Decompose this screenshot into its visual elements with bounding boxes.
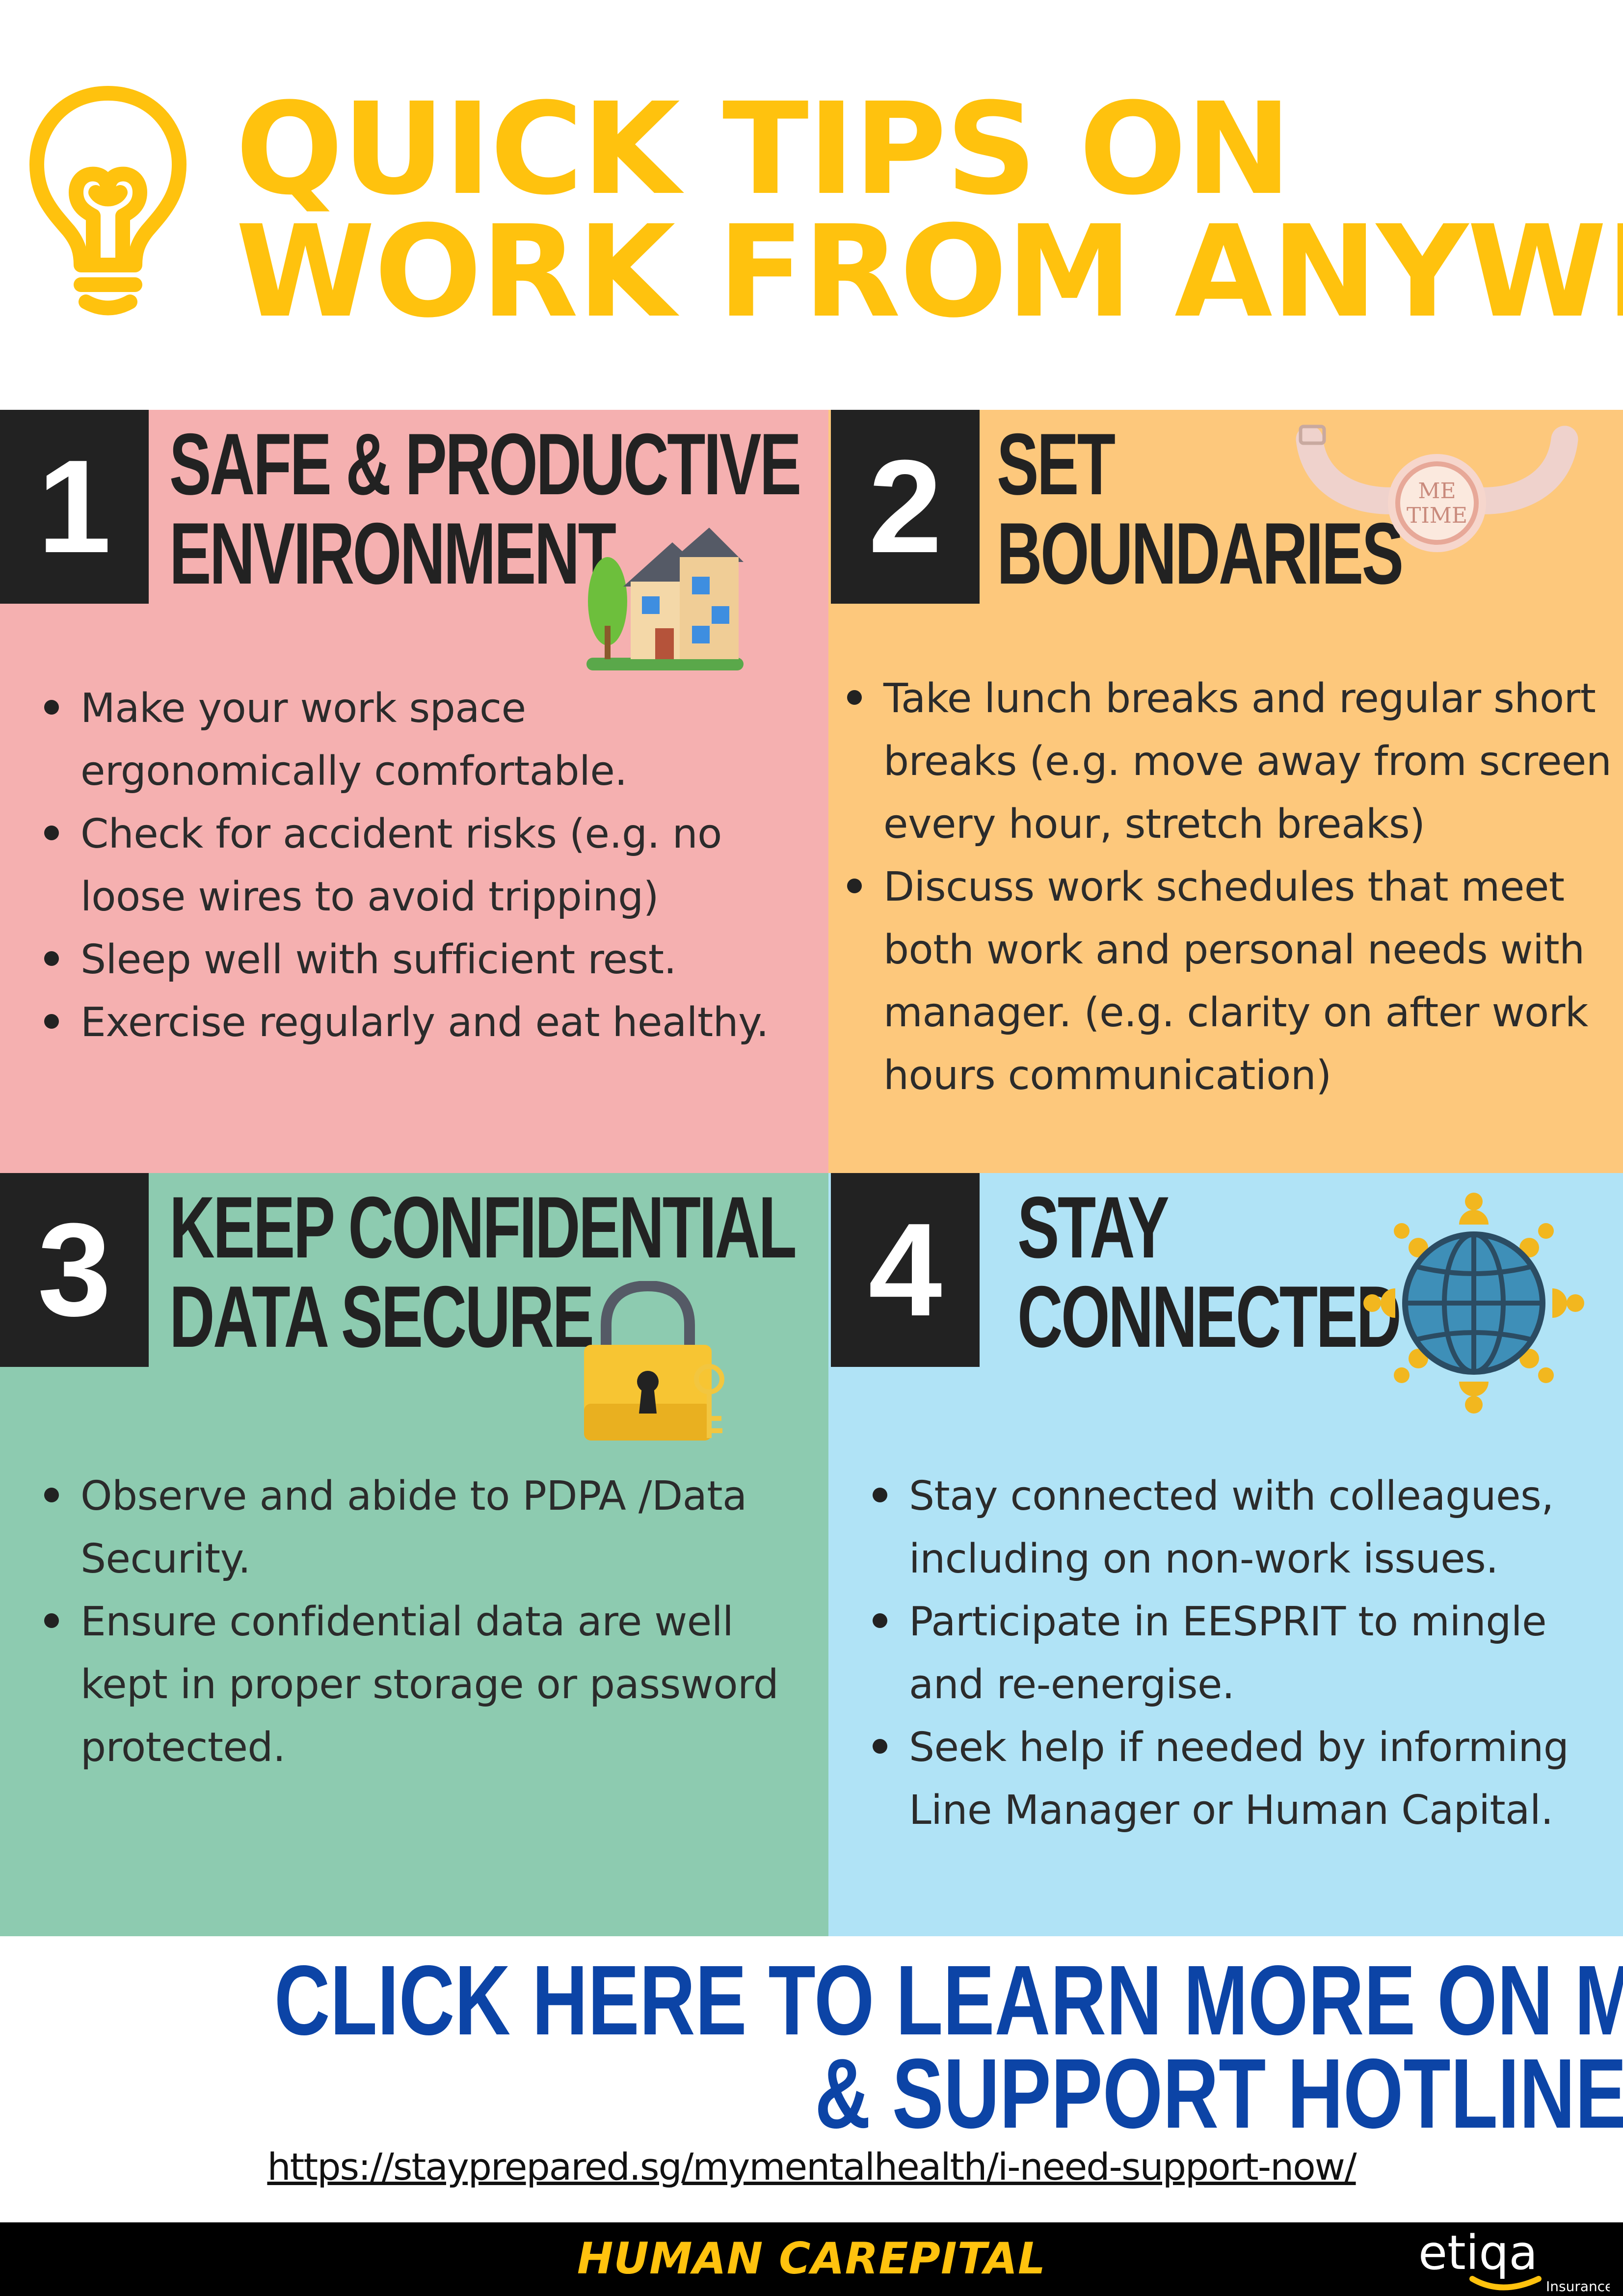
me-time-watch-icon: ME TIME bbox=[1296, 425, 1578, 552]
cta-line[interactable]: & SUPPORT HOTLINES bbox=[815, 2038, 1623, 2149]
lightbulb-icon bbox=[29, 86, 186, 316]
tip-heading: KEEP CONFIDENTIAL DATA SECURE bbox=[169, 1178, 797, 1365]
list-item: Observe and abide to PDPA /Data Security… bbox=[40, 1465, 816, 1591]
tip-number: 3 bbox=[0, 1173, 149, 1367]
logo-subtitle: Insurance bbox=[1546, 2278, 1610, 2295]
tip-heading-line: SAFE & PRODUCTIVE bbox=[169, 415, 801, 513]
tip-heading-line: STAY bbox=[1017, 1178, 1170, 1276]
tip-number: 1 bbox=[0, 410, 149, 604]
tip-heading-line: ENVIRONMENT bbox=[169, 505, 616, 602]
tip-heading-line: BOUNDARIES bbox=[997, 505, 1404, 602]
list-item: Ensure confidential data are well kept i… bbox=[40, 1591, 816, 1779]
footer-label: HUMAN CAREPITAL bbox=[577, 2233, 1046, 2284]
padlock-key-icon bbox=[584, 1281, 724, 1441]
logo-wordmark: etiqa bbox=[1418, 2227, 1538, 2280]
page-title-line-1: QUICK TIPS ON bbox=[236, 76, 1292, 223]
tip-heading: SET BOUNDARIES bbox=[997, 415, 1404, 602]
cta-line[interactable]: CLICK HERE TO LEARN MORE ON MENTAL HEALT… bbox=[274, 1945, 1623, 2056]
tip-bullet-list: Stay connected with colleagues, includin… bbox=[869, 1465, 1615, 1842]
list-item: Sleep well with sufficient rest. bbox=[40, 929, 816, 991]
list-item: Participate in EESPRIT to mingle and re-… bbox=[869, 1591, 1615, 1716]
watch-text-line: TIME bbox=[1407, 503, 1467, 528]
list-item: Take lunch breaks and regular short brea… bbox=[843, 667, 1619, 856]
tip-bullet-list: Make your work space ergonomically comfo… bbox=[40, 677, 816, 1054]
globe-people-icon bbox=[1363, 1193, 1584, 1414]
cta-heading[interactable]: CLICK HERE TO LEARN MORE ON MENTAL HEALT… bbox=[0, 1945, 1623, 2149]
tip-heading: SAFE & PRODUCTIVE ENVIRONMENT bbox=[169, 415, 801, 602]
list-item: Stay connected with colleagues, includin… bbox=[869, 1465, 1615, 1591]
tip-heading: STAY CONNECTED bbox=[1017, 1178, 1402, 1365]
footer-bar: HUMAN CAREPITAL etiqa Insurance bbox=[0, 2222, 1623, 2296]
list-item: Check for accident risks (e.g. no loose … bbox=[40, 803, 816, 929]
support-link[interactable]: https://stayprepared.sg/mymentalhealth/i… bbox=[267, 2145, 1357, 2189]
tip-bullet-list: Take lunch breaks and regular short brea… bbox=[843, 667, 1619, 1107]
tip-heading-line: CONNECTED bbox=[1017, 1268, 1402, 1365]
tip-card-set-boundaries: 2 SET BOUNDARIES ME TIME bbox=[828, 410, 1623, 1173]
tip-number: 4 bbox=[831, 1173, 980, 1367]
list-item: Discuss work schedules that meet both wo… bbox=[843, 856, 1619, 1107]
tip-card-stay-connected: 4 STAY CONNECTED bbox=[828, 1173, 1623, 1936]
page-title-line-2: WORK FROM ANYWHERE bbox=[236, 198, 1623, 346]
list-item: Exercise regularly and eat healthy. bbox=[40, 991, 816, 1054]
list-item: Make your work space ergonomically comfo… bbox=[40, 677, 816, 803]
tip-card-safe-environment: 1 SAFE & PRODUCTIVE ENVIRONMENT bbox=[0, 410, 828, 1173]
tip-heading-line: DATA SECURE bbox=[169, 1268, 594, 1365]
house-icon bbox=[586, 528, 744, 670]
tip-heading-line: KEEP CONFIDENTIAL bbox=[169, 1178, 797, 1276]
etiqa-logo: etiqa Insurance bbox=[1418, 2227, 1610, 2295]
tip-bullet-list: Observe and abide to PDPA /Data Security… bbox=[40, 1465, 816, 1779]
tip-card-data-secure: 3 KEEP CONFIDENTIAL DATA SECURE bbox=[0, 1173, 828, 1936]
tip-number: 2 bbox=[831, 410, 980, 604]
list-item: Seek help if needed by informing Line Ma… bbox=[869, 1716, 1615, 1842]
tip-heading-line: SET bbox=[997, 415, 1116, 513]
watch-text-line: ME bbox=[1418, 479, 1456, 504]
